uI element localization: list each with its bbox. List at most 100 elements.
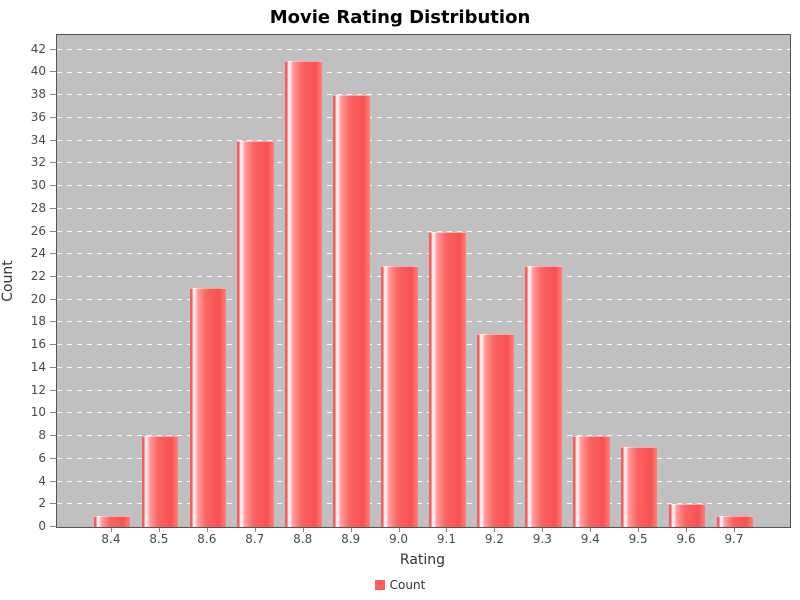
y-tick-label-34: 34 <box>30 132 46 147</box>
bar-9.1 <box>429 231 466 527</box>
gridline-y-14 <box>57 366 790 368</box>
gridline-y-18 <box>57 321 790 323</box>
y-tick-label-12: 12 <box>30 382 46 397</box>
x-tick-mark-8.7 <box>254 528 256 532</box>
y-tick-mark-36 <box>50 116 56 118</box>
y-tick-label-42: 42 <box>30 41 46 56</box>
x-axis-title: Rating <box>399 552 446 568</box>
x-tick-label-8.9: 8.9 <box>341 532 361 546</box>
gridline-y-12 <box>57 389 790 391</box>
y-tick-label-32: 32 <box>30 155 46 170</box>
y-tick-label-14: 14 <box>30 359 46 374</box>
y-tick-label-8: 8 <box>38 428 46 443</box>
bar-8.6 <box>189 288 227 527</box>
y-tick-mark-10 <box>50 412 56 414</box>
bar-9.5 <box>620 447 658 527</box>
x-tick-mark-8.6 <box>206 528 208 532</box>
bar-9.3 <box>524 265 562 527</box>
y-tick-mark-6 <box>50 457 56 459</box>
bar-8.5 <box>141 436 179 527</box>
x-tick-mark-8.4 <box>110 528 112 532</box>
x-tick-label-9.7: 9.7 <box>724 532 744 546</box>
x-tick-mark-9.1 <box>446 528 448 532</box>
bar-8.4 <box>93 515 131 527</box>
x-tick-label-8.4: 8.4 <box>101 532 121 546</box>
x-tick-mark-9.7 <box>734 528 736 532</box>
x-tick-mark-9.2 <box>494 528 496 532</box>
y-tick-label-22: 22 <box>30 269 46 284</box>
y-axis-title: Count <box>0 260 16 302</box>
plot-area <box>56 34 791 528</box>
y-tick-mark-4 <box>50 480 56 482</box>
y-tick-mark-24 <box>50 253 56 255</box>
y-tick-label-18: 18 <box>30 314 46 329</box>
gridline-y-32 <box>57 162 790 164</box>
y-tick-mark-42 <box>50 48 56 50</box>
y-tick-label-0: 0 <box>38 519 46 533</box>
x-tick-label-8.8: 8.8 <box>293 532 313 546</box>
gridline-y-34 <box>57 139 790 141</box>
y-tick-label-20: 20 <box>30 291 46 306</box>
y-tick-label-2: 2 <box>38 496 46 511</box>
x-tick-label-9.4: 9.4 <box>580 532 600 546</box>
bar-9.7 <box>716 515 754 527</box>
y-tick-mark-20 <box>50 298 56 300</box>
y-tick-label-16: 16 <box>30 337 46 352</box>
gridline-y-38 <box>57 94 790 96</box>
y-tick-mark-18 <box>50 321 56 323</box>
y-tick-label-4: 4 <box>38 473 46 488</box>
legend-label: Count <box>389 578 426 592</box>
x-tick-mark-9.3 <box>542 528 544 532</box>
gridline-y-24 <box>57 253 790 255</box>
gridline-y-10 <box>57 412 790 414</box>
bar-8.8 <box>285 61 322 527</box>
y-tick-label-38: 38 <box>30 87 46 102</box>
legend-swatch-count <box>374 580 385 590</box>
y-tick-mark-22 <box>50 276 56 278</box>
x-tick-mark-9.5 <box>638 528 640 532</box>
bar-9.6 <box>668 504 706 527</box>
y-tick-mark-28 <box>50 207 56 209</box>
x-tick-mark-9.4 <box>590 528 592 532</box>
x-tick-label-9.5: 9.5 <box>628 532 648 546</box>
gridline-y-28 <box>57 207 790 209</box>
x-tick-label-8.6: 8.6 <box>197 532 217 546</box>
x-tick-label-9.1: 9.1 <box>436 532 456 546</box>
x-tick-label-8.5: 8.5 <box>149 532 169 546</box>
x-tick-label-8.7: 8.7 <box>245 532 265 546</box>
gridline-y-4 <box>57 480 790 482</box>
y-tick-mark-30 <box>50 185 56 187</box>
gridline-y-42 <box>57 48 790 50</box>
gridline-y-16 <box>57 344 790 346</box>
x-tick-label-9.6: 9.6 <box>676 532 696 546</box>
y-tick-mark-8 <box>50 435 56 437</box>
y-tick-label-6: 6 <box>38 450 46 465</box>
x-tick-label-9.2: 9.2 <box>484 532 504 546</box>
bar-8.9 <box>333 95 370 527</box>
x-tick-mark-9.0 <box>398 528 400 532</box>
x-tick-mark-8.5 <box>158 528 160 532</box>
bar-8.7 <box>237 140 275 527</box>
x-tick-mark-9.6 <box>686 528 688 532</box>
y-tick-label-26: 26 <box>30 223 46 238</box>
bar-9.0 <box>381 265 418 527</box>
gridline-y-22 <box>57 276 790 278</box>
gridline-y-36 <box>57 116 790 118</box>
y-tick-label-30: 30 <box>30 178 46 193</box>
bar-9.2 <box>477 333 514 527</box>
bar-9.4 <box>572 436 610 527</box>
x-tick-label-9.0: 9.0 <box>388 532 409 546</box>
y-tick-label-24: 24 <box>30 246 46 261</box>
y-tick-label-28: 28 <box>30 200 46 215</box>
legend: Count <box>0 579 800 591</box>
y-tick-mark-14 <box>50 366 56 368</box>
gridline-y-2 <box>57 503 790 505</box>
gridline-y-20 <box>57 298 790 300</box>
y-tick-mark-32 <box>50 162 56 164</box>
y-tick-mark-0 <box>50 526 56 527</box>
y-tick-mark-26 <box>50 230 56 232</box>
gridline-y-40 <box>57 71 790 73</box>
chart-title: Movie Rating Distribution <box>269 7 531 28</box>
x-tick-label-9.3: 9.3 <box>532 532 552 546</box>
gridline-y-8 <box>57 435 790 437</box>
